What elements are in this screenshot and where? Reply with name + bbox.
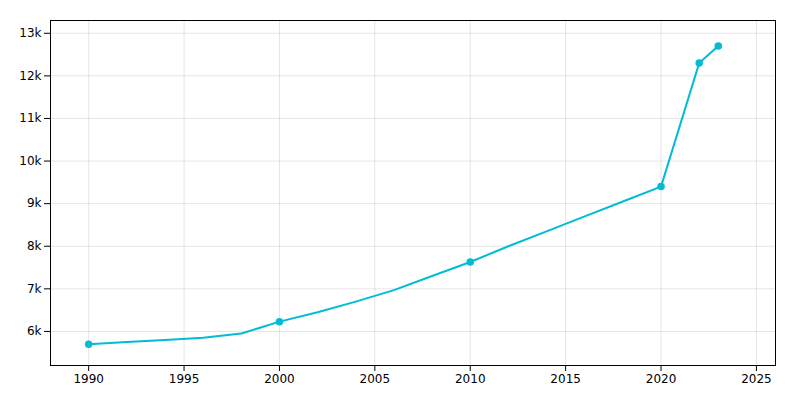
svg-text:12k: 12k [19, 69, 41, 83]
svg-text:2015: 2015 [550, 372, 581, 386]
svg-text:2010: 2010 [455, 372, 486, 386]
svg-text:10k: 10k [19, 154, 41, 168]
svg-text:7k: 7k [27, 282, 42, 296]
svg-text:2020: 2020 [646, 372, 677, 386]
svg-text:2005: 2005 [360, 372, 391, 386]
svg-text:1995: 1995 [169, 372, 200, 386]
svg-text:1990: 1990 [73, 372, 104, 386]
svg-text:11k: 11k [19, 111, 41, 125]
svg-text:2000: 2000 [264, 372, 295, 386]
svg-text:2025: 2025 [741, 372, 772, 386]
svg-text:9k: 9k [27, 196, 42, 210]
svg-text:13k: 13k [19, 26, 41, 40]
svg-text:6k: 6k [27, 324, 42, 338]
svg-text:8k: 8k [27, 239, 42, 253]
